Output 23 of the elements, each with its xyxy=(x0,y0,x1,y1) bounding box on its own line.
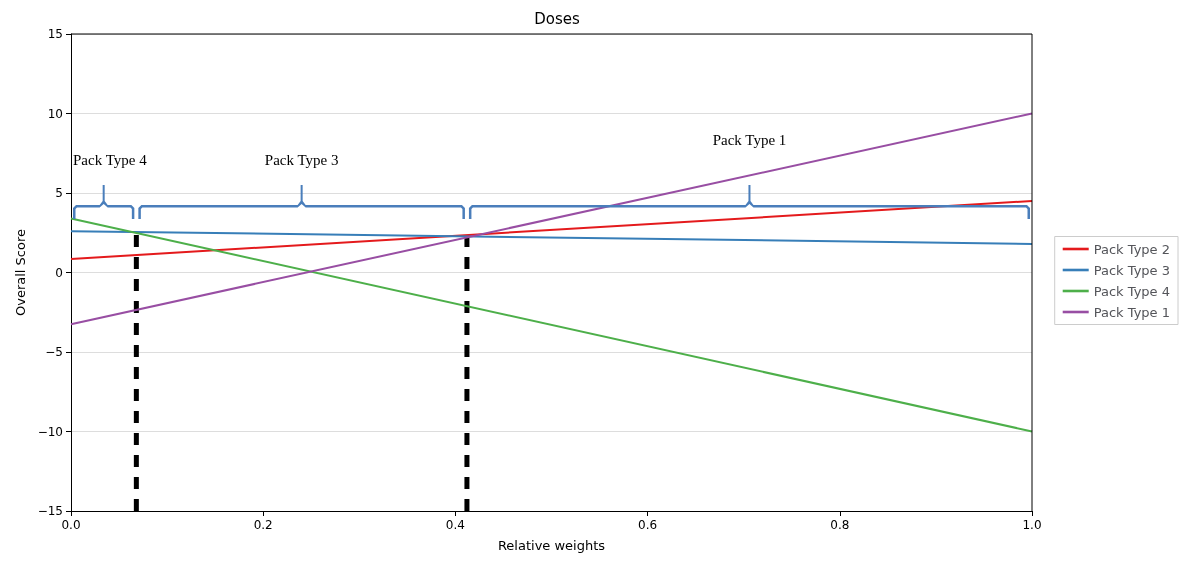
y-tick-label: −10 xyxy=(37,424,63,439)
y-tick-label: −5 xyxy=(45,345,63,359)
legend-label: Pack Type 2 xyxy=(1093,241,1170,257)
annotation: Pack Type 3 xyxy=(264,152,339,168)
y-tick-label: 15 xyxy=(47,27,63,41)
annotation: Pack Type 1 xyxy=(712,132,787,148)
chart-title: Doses xyxy=(534,9,580,28)
x-tick-label: 0.4 xyxy=(445,518,465,532)
x-tick-label: 0.6 xyxy=(638,518,658,532)
annotation: Pack Type 4 xyxy=(73,152,148,168)
x-tick-label: 0.2 xyxy=(253,518,273,532)
x-axis-title: Relative weights xyxy=(497,538,606,553)
y-tick-label: 5 xyxy=(55,186,63,200)
x-tick-label: 0.0 xyxy=(61,518,81,532)
legend-label: Pack Type 1 xyxy=(1093,304,1170,320)
legend-label: Pack Type 3 xyxy=(1093,262,1170,278)
legend-label: Pack Type 4 xyxy=(1093,283,1170,299)
x-tick-label: 0.8 xyxy=(830,518,850,532)
y-tick-label: −15 xyxy=(37,504,63,518)
y-axis-title: Overall Score xyxy=(12,228,28,317)
x-tick-label: 1.0 xyxy=(1022,518,1042,532)
y-tick-label: 10 xyxy=(47,106,63,121)
y-tick-label: 0 xyxy=(55,265,63,280)
